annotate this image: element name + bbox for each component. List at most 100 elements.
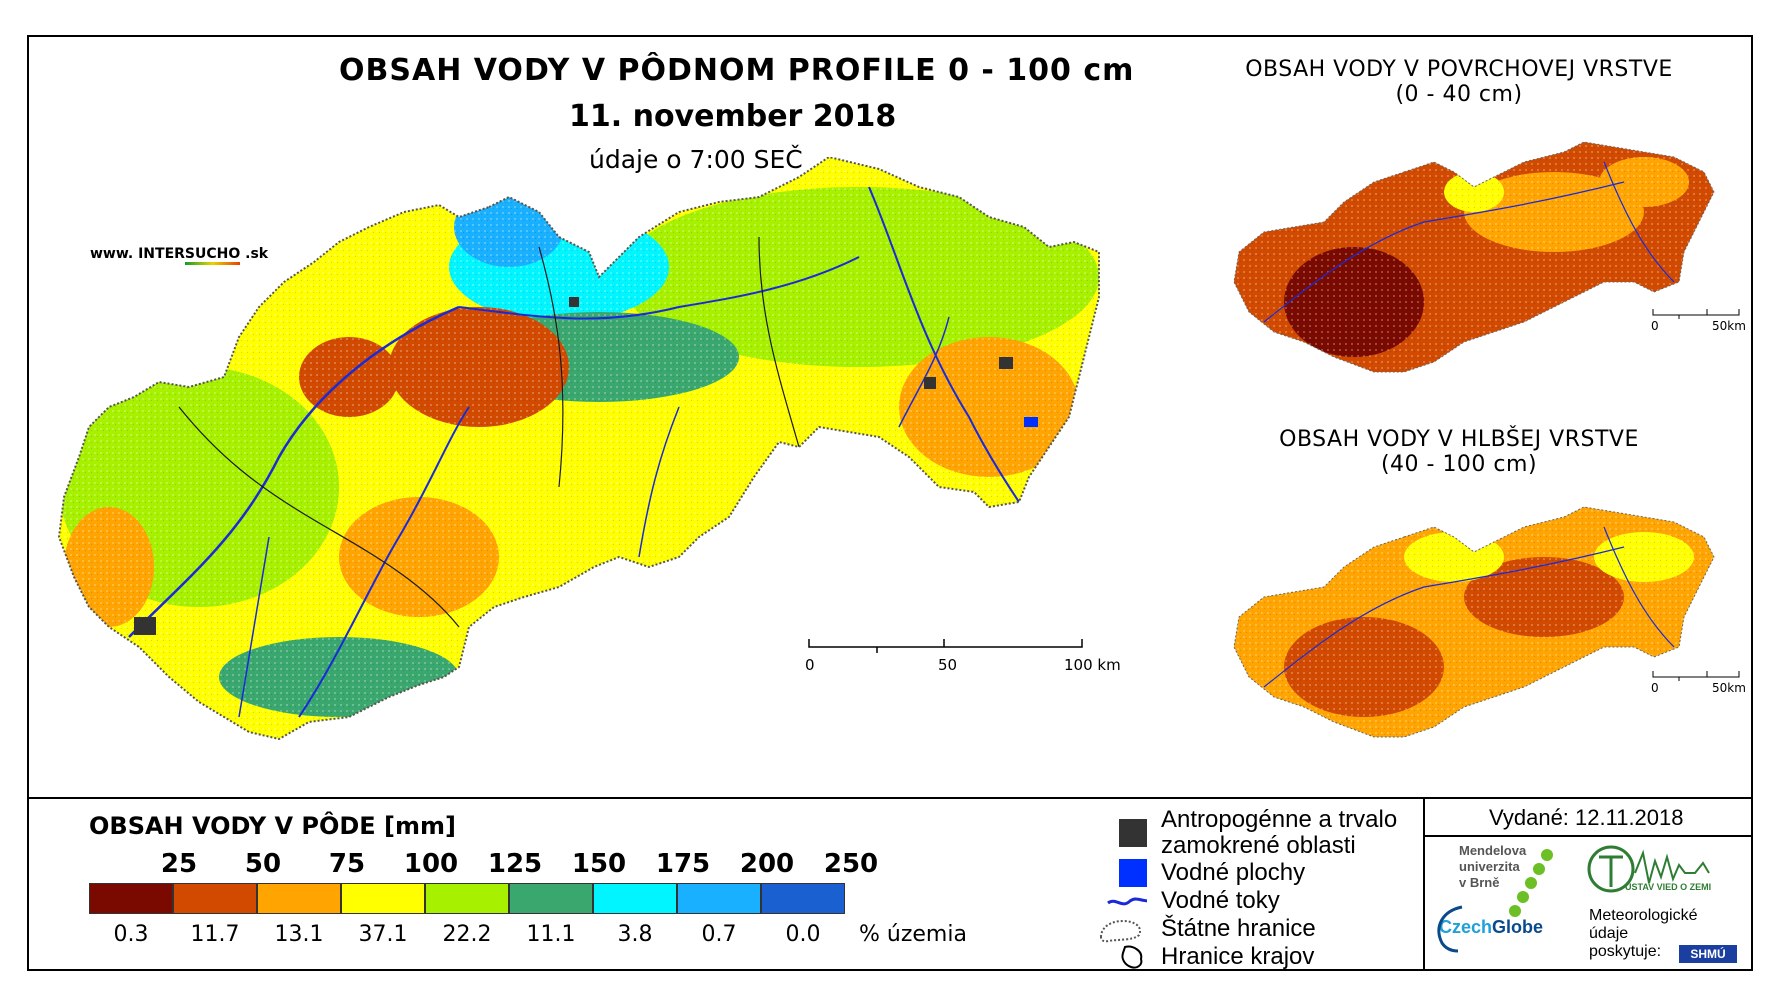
- region-border-2: [538, 246, 564, 488]
- side-map-bottom-title-line2: (40 - 100 cm): [1380, 452, 1538, 477]
- urban-area-east: [924, 377, 936, 389]
- earth-science-institute-logo-text: ÚSTAV VIED O ZEMI: [1625, 882, 1712, 892]
- mendel-logo-line3: v Brně: [1459, 875, 1500, 890]
- legend-percentage: 3.8: [617, 922, 653, 947]
- region-border-icon: [1121, 945, 1143, 969]
- river-icon: [1107, 897, 1147, 906]
- meteo-line1: Meteorologické: [1589, 907, 1698, 924]
- region-border-1: [178, 406, 460, 628]
- main-scale-50: 50: [938, 656, 958, 674]
- czechglobe-logo-part1: Czech: [1439, 917, 1493, 937]
- legend-class-label: 50: [244, 849, 282, 879]
- legend-swatch-150: [509, 883, 593, 914]
- key-region-border: Hranice krajov: [1119, 943, 1314, 971]
- main-scale-bar: [808, 639, 1083, 653]
- legend-percentage: 37.1: [358, 922, 408, 947]
- water-body-icon: [1119, 859, 1147, 887]
- legend-percentage: 0.7: [701, 922, 737, 947]
- legend-class-label: 100: [403, 849, 459, 879]
- legend-percentage: 0.0: [785, 922, 821, 947]
- side-map-top-title-line2: (0 - 40 cm): [1395, 82, 1523, 107]
- key-water-bodies-label: Vodné plochy: [1161, 859, 1306, 886]
- river-vah: [128, 305, 460, 638]
- mendel-university-logo: Mendelova univerzita v Brně: [1459, 843, 1526, 891]
- legend-class-label: 150: [571, 849, 627, 879]
- side-map-top-scale-0: 0: [1651, 319, 1659, 333]
- legend-class-label: 75: [328, 849, 366, 879]
- legend-divider-vertical: [1423, 799, 1425, 969]
- legend-class-label: 200: [739, 849, 795, 879]
- side-map-top-title: OBSAH VODY V POVRCHOVEJ VRSTVE (0 - 40 c…: [1224, 57, 1694, 107]
- river-ipel: [638, 406, 680, 558]
- key-rivers: Vodné toky: [1107, 887, 1280, 915]
- mendel-logo-line1: Mendelova: [1459, 843, 1527, 858]
- side-map-bottom-scale: [1652, 671, 1740, 681]
- legend-swatch-175: [593, 883, 677, 914]
- mendel-logo-line2: univerzita: [1459, 859, 1520, 874]
- main-scale-100: 100 km: [1064, 656, 1121, 674]
- key-urban-line2: zamokrené oblasti: [1161, 832, 1356, 859]
- main-scale-0: 0: [805, 656, 815, 674]
- legend-class-label: 25: [160, 849, 198, 879]
- urban-area-kosice: [999, 357, 1013, 369]
- legend-swatch-25: [89, 883, 173, 914]
- side-map-bottom-scale-50: 50km: [1712, 681, 1746, 695]
- legend-class-label: 175: [655, 849, 711, 879]
- side-map-bottom-title: OBSAH VODY V HLBŠEJ VRSTVE (40 - 100 cm): [1224, 427, 1694, 477]
- legend-percentage: 11.1: [526, 922, 576, 947]
- key-water-bodies: Vodné plochy: [1119, 859, 1305, 887]
- urban-area-center: [569, 297, 579, 307]
- key-urban-line1: Antropogénne a trvalo: [1161, 806, 1398, 833]
- legend-swatch-250: [761, 883, 845, 914]
- legend-percentages: 0.3 11.7 13.1 37.1 22.2 11.1 3.8 0.7 0.0…: [89, 922, 989, 952]
- water-body: [1024, 417, 1038, 427]
- legend-percentage: 13.1: [274, 922, 324, 947]
- legend-swatch-100: [341, 883, 425, 914]
- website-label[interactable]: www. INTERSUCHO .sk: [90, 246, 268, 265]
- legend-class-labels: 25 50 75 100 125 150 175 200 250: [29, 849, 929, 885]
- key-urban: Antropogénne a trvalo zamokrené oblasti: [1119, 807, 1397, 859]
- time-subtitle: údaje o 7:00 SEČ: [589, 145, 803, 174]
- legend-swatches: [89, 883, 849, 915]
- key-rivers-label: Vodné toky: [1161, 887, 1280, 914]
- legend-percentage: 22.2: [442, 922, 492, 947]
- river-upper: [458, 256, 860, 320]
- side-map-top-scale-50: 50km: [1712, 319, 1746, 333]
- region-border-3: [758, 236, 800, 448]
- side-map-top-scale: [1652, 309, 1740, 319]
- key-state-border: Štátne hranice: [1099, 915, 1316, 943]
- czechglobe-arc-icon: [1437, 905, 1463, 953]
- urban-area-bratislava: [134, 617, 156, 635]
- river-hron: [298, 406, 470, 718]
- legend-swatch-50: [173, 883, 257, 914]
- river-hornad: [898, 316, 950, 428]
- main-title: OBSAH VODY V PÔDNOM PROFILE 0 - 100 cm: [339, 53, 1135, 88]
- side-map-bottom-scale-0: 0: [1651, 681, 1659, 695]
- legend-class-label: 125: [487, 849, 543, 879]
- czechglobe-logo: CzechGlobe: [1439, 917, 1543, 938]
- legend-percentage: 11.7: [190, 922, 240, 947]
- earth-science-institute-logo-icon: [1587, 845, 1710, 893]
- legend-swatch-75: [257, 883, 341, 914]
- legend-class-label: 250: [823, 849, 879, 879]
- shmu-logo-text: SHMÚ: [1690, 947, 1726, 961]
- key-region-border-label: Hranice krajov: [1161, 943, 1315, 970]
- legend-swatch-200: [677, 883, 761, 914]
- shmu-logo: SHMÚ: [1679, 945, 1737, 963]
- urban-area-icon: [1119, 819, 1147, 847]
- side-map-bottom-title-line1: OBSAH VODY V HLBŠEJ VRSTVE: [1279, 427, 1639, 452]
- date-title: 11. november 2018: [569, 99, 897, 134]
- legend-swatch-125: [425, 883, 509, 914]
- main-soil-water-map: [57, 157, 1100, 741]
- meteo-data-provider: Meteorologické údaje poskytuje:: [1589, 907, 1698, 961]
- key-state-border-label: Štátne hranice: [1161, 915, 1316, 942]
- issued-divider: [1423, 835, 1751, 837]
- legend-percentage: 0.3: [113, 922, 149, 947]
- river-east: [868, 186, 1020, 503]
- map-sheet: OBSAH VODY V PÔDNOM PROFILE 0 - 100 cm 1…: [27, 35, 1753, 971]
- side-map-surface-layer: [1233, 141, 1715, 373]
- side-map-top-title-line1: OBSAH VODY V POVRCHOVEJ VRSTVE: [1245, 57, 1673, 82]
- czechglobe-logo-part2: Globe: [1492, 917, 1544, 937]
- meteo-line3: poskytuje:: [1589, 943, 1662, 960]
- legend-title: OBSAH VODY V PÔDE [mm]: [89, 812, 457, 840]
